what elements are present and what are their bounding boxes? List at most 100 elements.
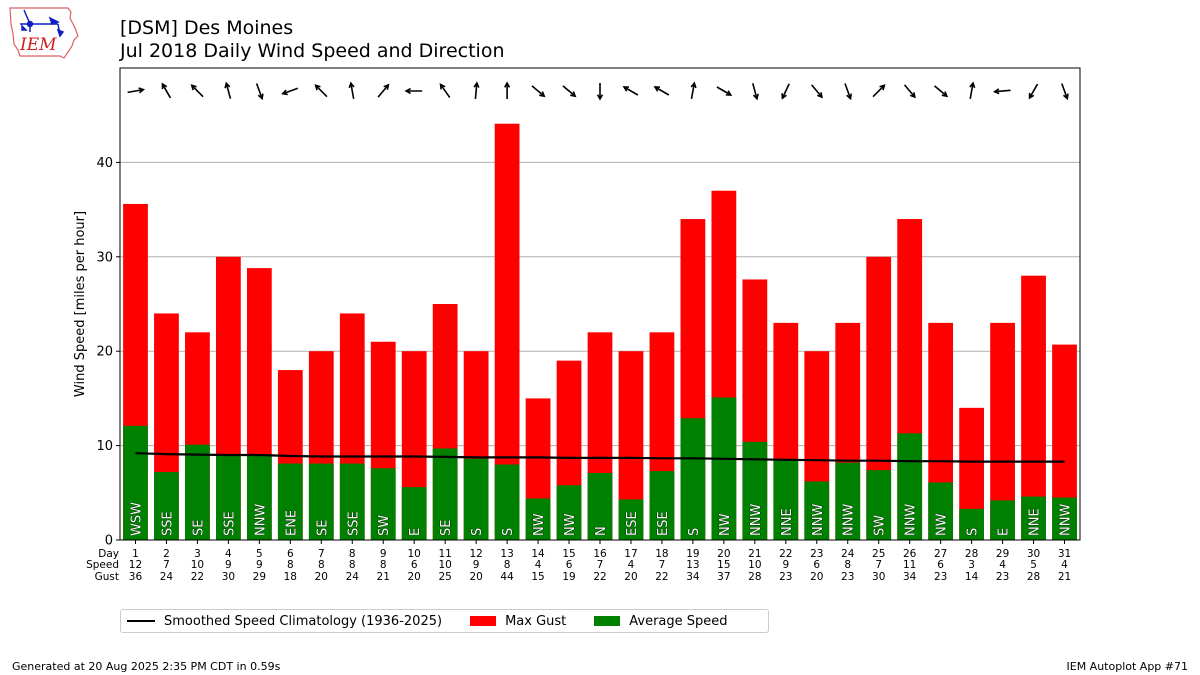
speed-label: 10 [438, 559, 451, 571]
avg-speed-bar [185, 444, 210, 540]
direction-label: S [470, 528, 485, 536]
speed-label: 3 [968, 559, 975, 571]
direction-label: SE [315, 520, 330, 536]
wind-direction-arrow [622, 86, 639, 96]
direction-label: NNW [811, 504, 826, 536]
wind-direction-arrow [190, 84, 204, 98]
climatology-line [135, 452, 1065, 463]
avg-speed-bar [835, 462, 861, 540]
wind-direction-arrow [255, 83, 264, 101]
wind-direction-arrow [811, 84, 823, 99]
avg-speed-bar [866, 470, 892, 540]
gust-label: 23 [996, 571, 1009, 583]
day-label: 26 [903, 548, 917, 560]
legend-avg-swatch [594, 616, 621, 626]
legend-label-climatology: Smoothed Speed Climatology (1936-2025) [164, 613, 443, 629]
row-header-label: Gust [95, 571, 119, 583]
direction-label: NW [718, 513, 733, 536]
avg-speed-bar [216, 455, 241, 540]
wind-direction-arrow [844, 83, 853, 101]
day-label: 7 [318, 548, 325, 560]
day-label: 14 [531, 548, 545, 560]
y-tick-label: 10 [96, 439, 113, 454]
direction-label: SSE [222, 511, 237, 536]
wind-direction-arrow [781, 83, 790, 100]
gust-label: 20 [624, 571, 637, 583]
row-header-label: Day [98, 548, 119, 560]
y-tick-label: 30 [96, 250, 113, 265]
gust-label: 44 [500, 571, 514, 583]
legend-item-gust: Max Gust [470, 614, 566, 629]
speed-label: 7 [875, 559, 882, 571]
gust-label: 20 [810, 571, 823, 583]
wind-direction-arrow [404, 87, 423, 95]
direction-label: NNW [904, 504, 919, 536]
direction-label: N [594, 526, 609, 536]
speed-label: 4 [999, 559, 1006, 571]
gust-label: 19 [562, 571, 575, 583]
wind-direction-arrow [127, 87, 146, 94]
row-header-label: Speed [86, 559, 119, 571]
avg-speed-bar [587, 472, 613, 540]
wind-direction-arrow [653, 86, 670, 96]
gust-label: 24 [346, 571, 360, 583]
gust-label: 20 [315, 571, 328, 583]
gust-label: 18 [284, 571, 297, 583]
day-label: 2 [163, 548, 170, 560]
day-label: 22 [779, 548, 792, 560]
avg-speed-bar [339, 463, 365, 540]
avg-speed-bar [123, 425, 148, 540]
direction-label: NNW [749, 504, 764, 536]
wind-direction-arrow [903, 84, 916, 99]
speed-label: 6 [411, 559, 418, 571]
day-label: 13 [500, 548, 513, 560]
avg-speed-bar [401, 487, 427, 540]
y-tick-label: 0 [105, 534, 113, 549]
avg-speed-bar [897, 433, 923, 540]
speed-label: 7 [163, 559, 170, 571]
wind-direction-arrow [281, 87, 299, 96]
chart-title-period: Jul 2018 Daily Wind Speed and Direction [120, 40, 505, 62]
direction-label: SSE [346, 511, 361, 536]
avg-speed-bar [154, 472, 179, 540]
day-label: 12 [469, 548, 482, 560]
gust-label: 36 [129, 571, 143, 583]
day-label: 8 [349, 548, 356, 560]
y-tick-label: 20 [96, 345, 113, 360]
wind-direction-arrow [531, 85, 546, 98]
legend-line-swatch [127, 620, 155, 622]
gust-label: 25 [438, 571, 451, 583]
gust-label: 14 [965, 571, 979, 583]
footer-generated: Generated at 20 Aug 2025 2:35 PM CDT in … [12, 660, 281, 673]
day-label: 31 [1058, 548, 1071, 560]
speed-label: 7 [597, 559, 604, 571]
avg-speed-bar [959, 508, 984, 540]
wind-direction-arrow [473, 81, 480, 100]
avg-speed-bar [928, 482, 954, 540]
gust-label: 37 [717, 571, 730, 583]
direction-label: ENE [284, 510, 299, 536]
direction-label: NNE [780, 508, 795, 536]
speed-label: 13 [686, 559, 699, 571]
speed-label: 7 [659, 559, 666, 571]
direction-label: NNW [1059, 504, 1074, 536]
gust-label: 20 [408, 571, 421, 583]
gust-label: 22 [191, 571, 204, 583]
wind-direction-arrow [1061, 83, 1069, 101]
avg-speed-bar [773, 458, 799, 540]
speed-label: 4 [1061, 559, 1068, 571]
speed-label: 9 [225, 559, 232, 571]
iem-logo: IEM [9, 7, 79, 59]
speed-label: 6 [937, 559, 944, 571]
avg-speed-bar [804, 481, 830, 540]
speed-label: 4 [628, 559, 635, 571]
wind-direction-arrow [872, 84, 886, 98]
gust-label: 23 [779, 571, 792, 583]
gust-label: 22 [593, 571, 606, 583]
gust-label: 30 [872, 571, 885, 583]
gust-label: 22 [655, 571, 668, 583]
day-label: 25 [872, 548, 885, 560]
gust-bar [1021, 275, 1046, 540]
speed-label: 8 [287, 559, 294, 571]
day-label: 17 [624, 548, 637, 560]
